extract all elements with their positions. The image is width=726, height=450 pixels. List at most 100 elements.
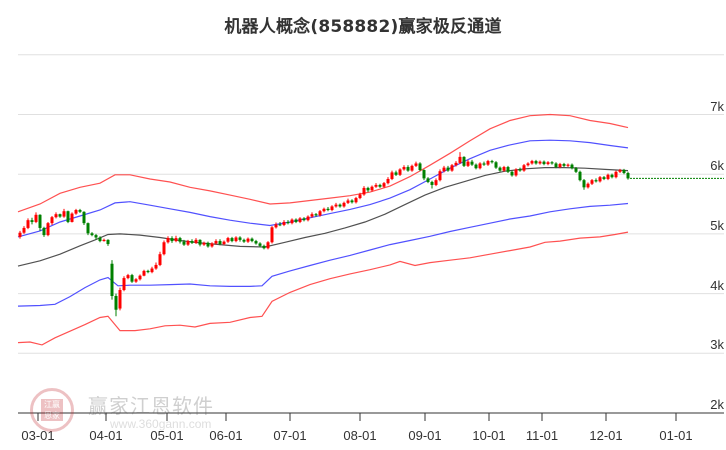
candle: [98, 237, 102, 242]
x-tick-label: 10-01: [472, 428, 506, 443]
candle: [534, 161, 538, 164]
candle: [86, 223, 90, 234]
x-axis: [18, 412, 724, 421]
candle: [334, 204, 338, 207]
candle: [478, 163, 482, 169]
candle: [134, 279, 138, 282]
candle: [426, 178, 430, 182]
candle: [514, 169, 518, 176]
candle: [290, 219, 294, 224]
candle: [570, 164, 574, 169]
candle: [202, 242, 206, 245]
x-tick-label: 03-01: [21, 428, 55, 443]
candle: [278, 224, 282, 226]
candle: [414, 163, 418, 166]
candle: [210, 243, 214, 247]
candle: [42, 227, 46, 236]
candle: [602, 177, 606, 179]
candle: [350, 200, 354, 203]
candle: [554, 163, 558, 168]
candle: [238, 237, 242, 240]
candle: [274, 224, 278, 228]
candle: [358, 194, 362, 199]
candle: [386, 178, 390, 184]
candle: [94, 235, 98, 238]
candle: [34, 214, 38, 222]
candle: [398, 169, 402, 175]
y-tick-label: 3k: [710, 337, 724, 353]
chart-title: 机器人概念(858882)赢家极反通道: [224, 17, 502, 37]
candle: [458, 156, 462, 163]
candle: [222, 241, 226, 245]
candle: [262, 245, 266, 249]
y-tick-label: 4k: [710, 277, 724, 293]
candle: [610, 174, 614, 178]
candle: [434, 180, 438, 185]
candle: [258, 243, 262, 246]
candle: [618, 170, 622, 172]
candle: [310, 214, 314, 217]
candle: [18, 232, 22, 237]
candle: [214, 241, 218, 244]
band-outer_upper: [17, 113, 629, 213]
candle: [382, 183, 386, 187]
candle: [58, 214, 62, 217]
candle: [342, 202, 346, 207]
candle: [378, 184, 382, 187]
candle: [466, 161, 470, 166]
candle: [250, 238, 254, 242]
candle: [22, 227, 26, 233]
candle: [502, 167, 506, 171]
candle: [326, 208, 330, 211]
candle: [402, 167, 406, 170]
candle: [26, 220, 30, 228]
candle: [494, 162, 498, 168]
candle: [406, 167, 410, 171]
candle: [574, 168, 578, 172]
candle: [218, 241, 222, 245]
candle: [482, 163, 486, 165]
candle: [142, 270, 146, 276]
candle: [282, 221, 286, 225]
candle: [118, 290, 122, 309]
candle: [362, 187, 366, 195]
candle: [186, 241, 190, 245]
candle: [558, 164, 562, 168]
band-middle: [17, 167, 629, 267]
candle: [462, 156, 466, 166]
candle: [62, 211, 66, 217]
candle: [550, 162, 554, 164]
candle: [146, 270, 150, 273]
candle: [150, 268, 154, 273]
candle: [306, 216, 310, 221]
y-tick-label: 7k: [710, 98, 724, 114]
band-inner_lower: [17, 202, 629, 307]
candle: [566, 164, 570, 166]
candle: [70, 213, 74, 222]
candle: [242, 239, 246, 242]
candle: [122, 278, 126, 291]
candle: [194, 239, 198, 243]
candle: [562, 164, 566, 166]
x-tick-label: 11-01: [525, 428, 559, 443]
candle: [130, 275, 134, 282]
candle: [330, 206, 334, 211]
candle: [442, 167, 446, 172]
candle: [30, 220, 34, 222]
grid-lines: [18, 54, 724, 354]
candle: [182, 241, 186, 245]
candle: [174, 238, 178, 242]
candle: [594, 180, 598, 182]
x-tick-label: 09-01: [408, 428, 442, 443]
channel-bands: [17, 113, 629, 346]
candle: [66, 211, 70, 222]
candle: [498, 167, 502, 171]
y-tick-label: 2k: [710, 397, 724, 412]
candle: [110, 263, 114, 296]
candle: [170, 238, 174, 242]
candle: [546, 162, 550, 165]
candle: [206, 242, 210, 247]
candle: [286, 221, 290, 224]
candle: [370, 186, 374, 191]
